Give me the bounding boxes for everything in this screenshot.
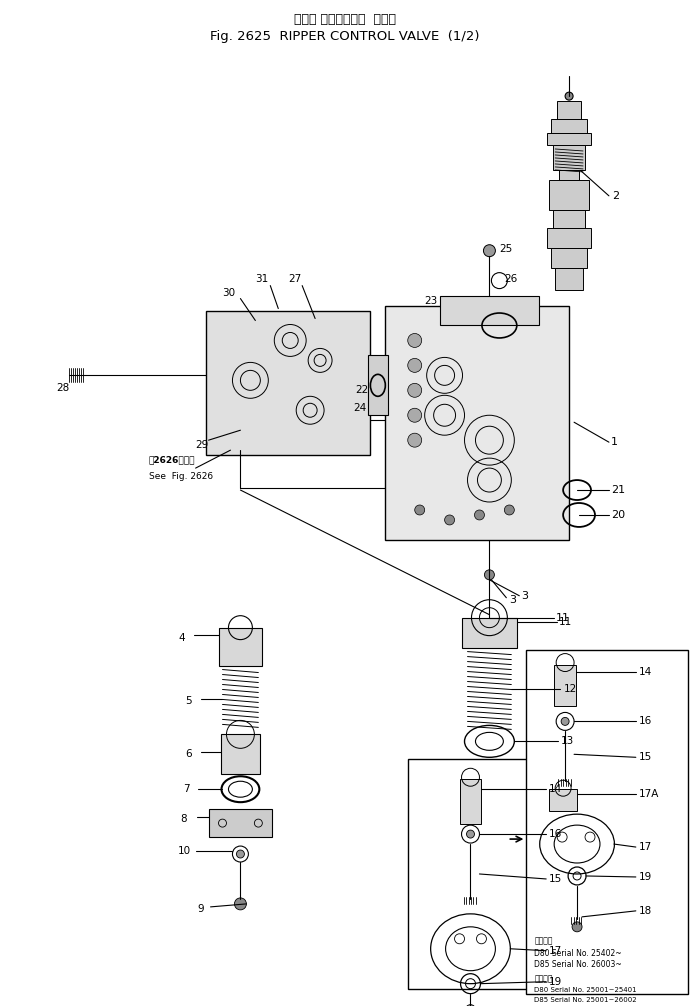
Text: 10: 10 xyxy=(178,846,191,856)
Text: リッパ コントロール  バルブ: リッパ コントロール バルブ xyxy=(294,13,396,26)
Text: 14: 14 xyxy=(638,667,652,677)
Text: 11: 11 xyxy=(559,616,572,626)
Circle shape xyxy=(408,333,422,347)
Text: 4: 4 xyxy=(179,632,185,642)
Text: 23: 23 xyxy=(425,296,438,305)
Circle shape xyxy=(408,358,422,373)
Text: 28: 28 xyxy=(56,384,69,394)
Circle shape xyxy=(236,850,245,858)
Circle shape xyxy=(234,898,247,910)
Text: 12: 12 xyxy=(564,685,578,695)
Circle shape xyxy=(444,515,455,525)
Text: 17: 17 xyxy=(638,842,652,852)
Text: 26: 26 xyxy=(504,274,518,284)
Bar xyxy=(218,627,263,666)
Circle shape xyxy=(561,717,569,725)
Bar xyxy=(547,228,591,248)
Bar xyxy=(209,810,272,837)
Circle shape xyxy=(408,384,422,398)
Text: 27: 27 xyxy=(288,274,301,284)
Bar xyxy=(385,305,569,540)
Text: 21: 21 xyxy=(611,485,625,495)
Bar xyxy=(220,734,261,774)
Circle shape xyxy=(408,433,422,447)
Bar xyxy=(553,209,585,228)
Circle shape xyxy=(415,505,425,515)
Text: 14: 14 xyxy=(549,784,562,795)
Text: 18: 18 xyxy=(638,906,652,916)
Text: 19: 19 xyxy=(638,872,652,882)
Circle shape xyxy=(466,830,475,838)
Text: 適用号機: 適用号機 xyxy=(534,937,553,946)
Text: 17A: 17A xyxy=(638,789,659,800)
Circle shape xyxy=(475,510,484,520)
Text: 19: 19 xyxy=(549,977,562,987)
Text: D80 Serial No. 25402~: D80 Serial No. 25402~ xyxy=(534,950,622,959)
Bar xyxy=(551,248,587,268)
Text: 29: 29 xyxy=(196,440,209,450)
Text: 9: 9 xyxy=(198,904,205,914)
Text: 5: 5 xyxy=(186,697,192,707)
Bar xyxy=(555,268,583,290)
Text: 22: 22 xyxy=(355,386,368,396)
Text: 16: 16 xyxy=(638,716,652,726)
Bar xyxy=(547,133,591,145)
Circle shape xyxy=(466,1005,475,1007)
Text: D85 Serial No. 25001~26002: D85 Serial No. 25001~26002 xyxy=(534,997,637,1003)
Text: 30: 30 xyxy=(223,288,236,298)
Bar xyxy=(551,119,587,133)
Bar xyxy=(408,759,622,989)
Circle shape xyxy=(484,570,494,580)
Text: 第2626図参照: 第2626図参照 xyxy=(149,455,196,464)
Bar xyxy=(527,650,688,994)
Text: 1: 1 xyxy=(611,437,618,447)
Text: 7: 7 xyxy=(182,784,189,795)
Text: 11: 11 xyxy=(556,612,570,622)
Text: D85 Serial No. 26003~: D85 Serial No. 26003~ xyxy=(534,961,622,969)
Bar xyxy=(549,789,577,812)
Text: 3: 3 xyxy=(509,595,516,605)
Text: 適用号機: 適用号機 xyxy=(534,974,553,983)
Bar xyxy=(557,101,581,119)
Bar xyxy=(439,296,539,325)
Bar xyxy=(549,180,589,209)
Text: Fig. 2625  RIPPER CONTROL VALVE  (1/2): Fig. 2625 RIPPER CONTROL VALVE (1/2) xyxy=(210,30,480,42)
Bar xyxy=(462,617,518,648)
Bar xyxy=(460,779,482,824)
Text: 6: 6 xyxy=(186,749,192,759)
Circle shape xyxy=(504,505,514,515)
Text: 20: 20 xyxy=(611,510,625,520)
Text: D80 Serial No. 25001~25401: D80 Serial No. 25001~25401 xyxy=(534,987,637,993)
Bar xyxy=(554,665,576,707)
Circle shape xyxy=(572,921,582,931)
Text: 8: 8 xyxy=(180,814,187,824)
Text: 2: 2 xyxy=(612,191,619,200)
Text: 13: 13 xyxy=(561,736,574,746)
Text: 15: 15 xyxy=(638,752,652,762)
Bar xyxy=(368,355,388,415)
Text: 24: 24 xyxy=(353,403,366,413)
Circle shape xyxy=(484,245,495,257)
Circle shape xyxy=(565,92,573,100)
Bar xyxy=(205,310,370,455)
Text: 3: 3 xyxy=(521,591,529,601)
Text: 17: 17 xyxy=(549,946,562,956)
Text: See  Fig. 2626: See Fig. 2626 xyxy=(149,471,213,480)
Text: 15: 15 xyxy=(549,874,562,884)
Text: 31: 31 xyxy=(256,274,269,284)
Text: 16: 16 xyxy=(549,829,562,839)
Bar xyxy=(559,170,579,180)
Circle shape xyxy=(408,408,422,422)
Text: 25: 25 xyxy=(500,244,513,254)
Bar xyxy=(553,145,585,170)
